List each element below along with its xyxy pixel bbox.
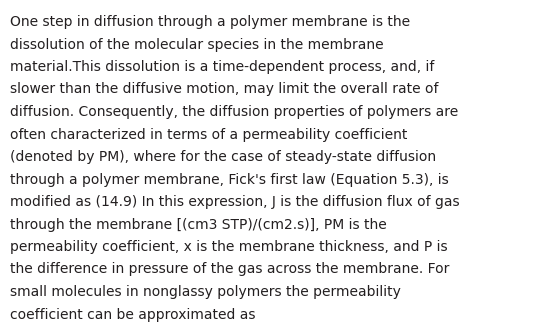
Text: diffusion. Consequently, the diffusion properties of polymers are: diffusion. Consequently, the diffusion p… xyxy=(10,105,458,119)
Text: the difference in pressure of the gas across the membrane. For: the difference in pressure of the gas ac… xyxy=(10,263,449,276)
Text: through the membrane [(cm3 STP)/(cm2.s)], PM is the: through the membrane [(cm3 STP)/(cm2.s)]… xyxy=(10,217,387,231)
Text: material.This dissolution is a time-dependent process, and, if: material.This dissolution is a time-depe… xyxy=(10,60,434,74)
Text: small molecules in nonglassy polymers the permeability: small molecules in nonglassy polymers th… xyxy=(10,285,401,299)
Text: coefficient can be approximated as: coefficient can be approximated as xyxy=(10,308,256,322)
Text: (denoted by PM), where for the case of steady-state diffusion: (denoted by PM), where for the case of s… xyxy=(10,150,436,164)
Text: through a polymer membrane, Fick's first law (Equation 5.3), is: through a polymer membrane, Fick's first… xyxy=(10,173,449,187)
Text: often characterized in terms of a permeability coefficient: often characterized in terms of a permea… xyxy=(10,128,407,141)
Text: dissolution of the molecular species in the membrane: dissolution of the molecular species in … xyxy=(10,38,384,52)
Text: One step in diffusion through a polymer membrane is the: One step in diffusion through a polymer … xyxy=(10,15,410,29)
Text: slower than the diffusive motion, may limit the overall rate of: slower than the diffusive motion, may li… xyxy=(10,82,439,96)
Text: modified as (14.9) In this expression, J is the diffusion flux of gas: modified as (14.9) In this expression, J… xyxy=(10,195,460,209)
Text: permeability coefficient, x is the membrane thickness, and P is: permeability coefficient, x is the membr… xyxy=(10,240,448,254)
